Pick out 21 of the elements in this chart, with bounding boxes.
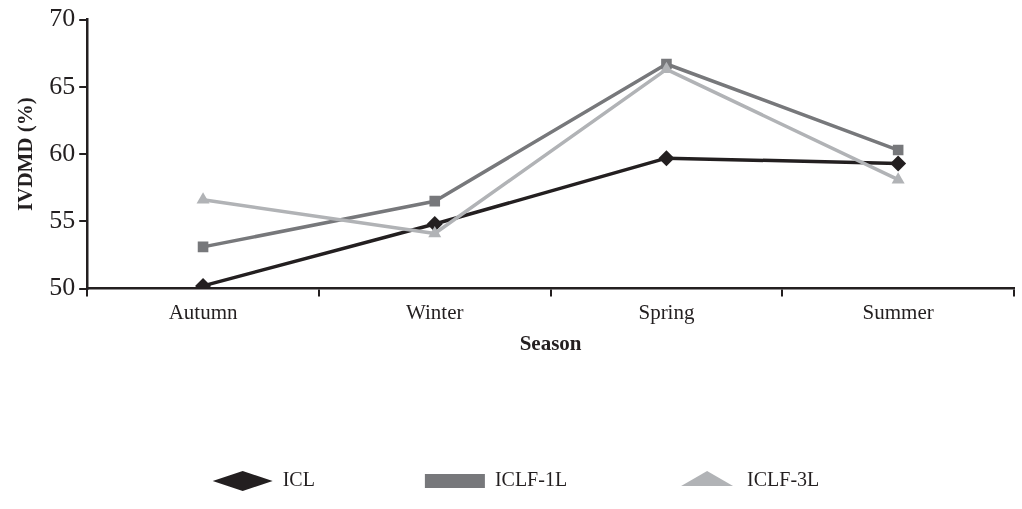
x-tick-label: Autumn: [168, 299, 238, 324]
point: [428, 225, 442, 238]
legend-label: ICL: [282, 468, 315, 491]
x-tick-label: Winter: [406, 299, 464, 324]
point: [429, 195, 441, 207]
point: [196, 192, 210, 204]
y-tick-label: 50: [49, 272, 76, 302]
legend-label: ICLF-1L: [494, 468, 568, 491]
x-axis-title: Season: [519, 330, 582, 355]
y-tick-label: 70: [49, 3, 76, 33]
legend-label: ICLF-3L: [747, 468, 820, 491]
y-tick-label: 65: [49, 70, 76, 100]
x-tick-label: Spring: [638, 299, 695, 324]
y-axis-title: IVDMD (%): [13, 97, 38, 211]
point: [659, 61, 673, 74]
x-tick-label: Summer: [862, 299, 934, 324]
point: [890, 155, 907, 172]
point: [658, 150, 675, 167]
y-tick-label: 60: [49, 137, 76, 167]
y-tick-label: 55: [49, 205, 76, 235]
point: [891, 172, 905, 184]
